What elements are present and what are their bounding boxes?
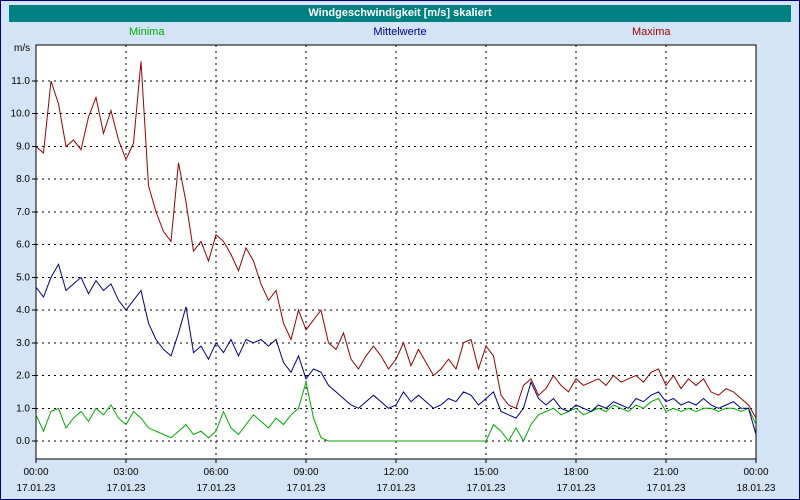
legend-item-mittelwerte: Mittelwerte <box>373 26 427 38</box>
chart-legend: Minima Mittelwerte Maxima <box>1 26 799 40</box>
legend-item-maxima: Maxima <box>632 26 671 38</box>
wind-speed-line-chart: 0.0 1.0 2.0 3.0 4.0 5.0 6.0 7.0 8.0 9.0 10.0 11.0 m/… <box>11 43 776 494</box>
y-tick-label: 6.0 <box>16 240 30 251</box>
x-tick-time-label: 06:00 <box>203 467 228 478</box>
x-tick-time-label: 18:00 <box>563 467 588 478</box>
series-lines <box>35 61 757 443</box>
x-tick-time-label: 15:00 <box>473 467 498 478</box>
x-axis-labels: 00:00 17.01.23 03:00 17.01.23 06:00 17.01.23 0… <box>17 467 776 494</box>
y-tick-label: 5.0 <box>16 272 30 283</box>
x-tick-date-label: 17.01.23 <box>197 483 236 494</box>
y-tick-label: 7.0 <box>16 207 30 218</box>
y-tick-label: 3.0 <box>16 338 30 349</box>
y-axis-unit-label: m/s <box>14 43 30 54</box>
x-tick-date-label: 17.01.23 <box>467 483 506 494</box>
y-tick-label: 1.0 <box>16 403 30 414</box>
x-tick-date-label: 17.01.23 <box>17 483 56 494</box>
y-tick-label: 11.0 <box>11 76 30 87</box>
y-tick-label: 4.0 <box>16 305 30 316</box>
x-tick-date-label: 17.01.23 <box>107 483 146 494</box>
x-tick-date-label: 17.01.23 <box>377 483 416 494</box>
series-mittelwerte-line <box>35 263 757 435</box>
y-axis-labels: 0.0 1.0 2.0 3.0 4.0 5.0 6.0 7.0 8.0 9.0 10.0 11.0 <box>11 76 31 447</box>
y-tick-label: 2.0 <box>16 371 30 382</box>
y-tick-label: 9.0 <box>16 141 30 152</box>
x-tick-date-label: 18.01.23 <box>737 483 776 494</box>
series-maxima-line <box>35 61 757 419</box>
x-tick-time-label: 21:00 <box>653 467 678 478</box>
x-tick-time-label: 09:00 <box>293 467 318 478</box>
x-tick-time-label: 00:00 <box>743 467 768 478</box>
window-title-bar: Windgeschwindigkeit [m/s] skaliert <box>9 5 791 22</box>
window-title: Windgeschwindigkeit [m/s] skaliert <box>308 7 492 19</box>
legend-item-minima: Minima <box>129 26 165 38</box>
x-tick-time-label: 00:00 <box>23 467 48 478</box>
y-tick-label: 10.0 <box>11 109 31 120</box>
x-tick-date-label: 17.01.23 <box>287 483 326 494</box>
grid-lines <box>36 45 756 459</box>
y-tick-label: 8.0 <box>16 174 30 185</box>
series-minima-line <box>35 381 757 443</box>
x-tick-date-label: 17.01.23 <box>647 483 686 494</box>
x-tick-time-label: 12:00 <box>383 467 408 478</box>
x-tick-date-label: 17.01.23 <box>557 483 596 494</box>
x-tick-time-label: 03:00 <box>113 467 138 478</box>
y-tick-label: 0.0 <box>16 436 30 447</box>
